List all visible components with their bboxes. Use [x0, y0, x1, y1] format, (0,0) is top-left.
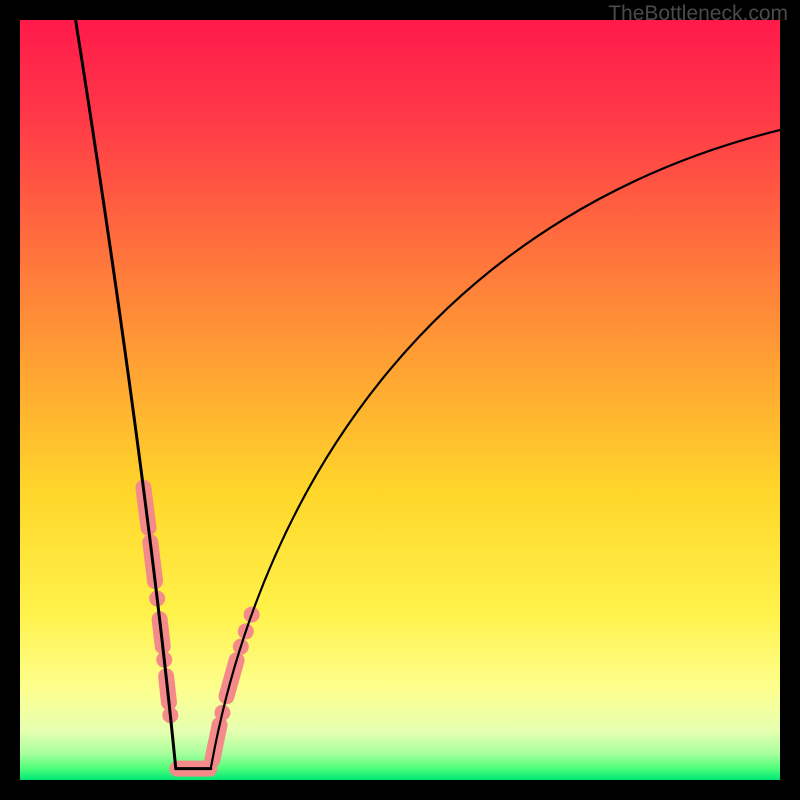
- plot-area: [20, 20, 780, 780]
- plot-svg: [20, 20, 780, 780]
- gradient-background: [20, 20, 780, 780]
- watermark-text: TheBottleneck.com: [608, 2, 788, 26]
- chart-frame: TheBottleneck.com: [0, 0, 800, 800]
